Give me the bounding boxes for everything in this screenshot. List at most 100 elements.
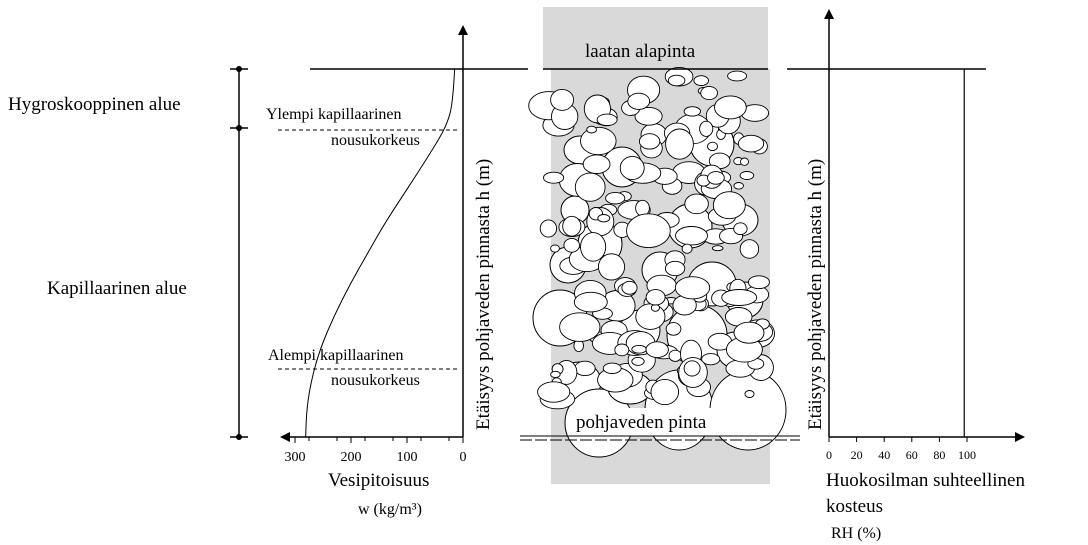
right-y-axis-label: Etäisyys pohjaveden pinnasta h (m) (805, 159, 826, 430)
pebble (562, 215, 582, 237)
zone-dot-top (236, 66, 242, 72)
pebble (539, 219, 558, 238)
right-chart: 0 20 40 60 80 100 (787, 9, 1025, 462)
right-x-label-1: Huokosilman suhteellinen (826, 470, 1025, 491)
groundwater-label-bg (570, 408, 742, 436)
slab-underside (543, 7, 768, 69)
zone-dot-mid (236, 125, 242, 131)
right-x-label-2: kosteus (826, 496, 883, 517)
pebble (634, 106, 663, 126)
left-x-unit: w (kg/m³) (358, 501, 422, 518)
left-tick-label: 300 (285, 450, 306, 465)
pebble (668, 349, 682, 362)
pebble (580, 232, 607, 262)
pebble (602, 362, 622, 374)
right-tick-label: 20 (851, 448, 863, 462)
pebble (700, 85, 718, 101)
pebble (645, 341, 669, 359)
right-tick-label: 100 (958, 448, 976, 462)
left-x-label: Vesipitoisuus (328, 470, 429, 491)
pebble (627, 92, 651, 110)
pebble (621, 280, 638, 295)
pebble (693, 75, 709, 86)
pebble (681, 243, 693, 254)
right-tick-label: 80 (933, 448, 945, 462)
right-tick-label: 40 (878, 448, 890, 462)
pebble (586, 125, 597, 134)
pebble (563, 237, 580, 253)
left-y-axis-label: Etäisyys pohjaveden pinnasta h (m) (473, 159, 494, 430)
pebble (550, 370, 561, 378)
left-tick-label: 100 (397, 450, 418, 465)
pebble (574, 360, 596, 377)
pebble (631, 344, 647, 354)
pebble (683, 360, 701, 377)
pebble (582, 154, 611, 174)
zone-label-capillary: Kapillaarinen alue (47, 278, 187, 299)
pebble (597, 253, 626, 281)
pebble (597, 214, 611, 223)
right-x-unit: RH (%) (831, 525, 881, 542)
left-tick-label: 0 (460, 450, 467, 465)
pebble (684, 193, 709, 215)
pebble (537, 381, 571, 403)
pebble (667, 74, 686, 87)
pebble (727, 70, 748, 82)
pebble (701, 353, 721, 366)
pebble (626, 213, 671, 249)
pebble (638, 133, 661, 150)
pebble (733, 182, 744, 190)
pebble (744, 390, 755, 398)
pebble (559, 312, 601, 342)
pebble (747, 275, 770, 290)
pebble (605, 191, 626, 205)
left-x-ticks: 300 200 100 0 (285, 437, 467, 465)
pebble (674, 276, 711, 300)
water-content-curve (305, 68, 456, 438)
pebble (580, 126, 617, 156)
pebble (721, 289, 758, 306)
pebble (543, 171, 565, 184)
pebble (733, 222, 748, 236)
upper-capillary-label-1: Ylempi kapillaarinen (266, 106, 402, 123)
pebble (550, 88, 575, 111)
lower-capillary-label-2: nousukorkeus (331, 372, 420, 389)
zone-label-hygroscopic: Hygroskooppinen alue (8, 94, 181, 115)
pebble (739, 239, 760, 259)
zone-scale (230, 66, 248, 440)
right-tick-label: 60 (906, 448, 918, 462)
pebble (740, 157, 749, 166)
upper-capillary-label-2: nousukorkeus (331, 132, 420, 149)
soil-column (520, 7, 800, 484)
left-chart: 300 200 100 0 (278, 25, 528, 465)
pebble (733, 321, 765, 344)
zone-dot-bottom (236, 434, 242, 440)
pebble (699, 120, 714, 137)
pebble (675, 226, 708, 246)
right-tick-label: 0 (826, 448, 832, 462)
pebble (664, 260, 686, 277)
slab-label: laatan alapinta (585, 41, 696, 62)
pebble (714, 95, 747, 120)
lower-capillary-label-1: Alempi kapillaarinen (268, 347, 404, 364)
pebble (631, 356, 645, 366)
pebble (596, 113, 618, 126)
pebble (707, 171, 725, 185)
pebble (683, 106, 701, 117)
pebble (550, 244, 560, 253)
left-tick-label: 200 (341, 450, 362, 465)
pebble (739, 171, 755, 180)
pebble (650, 378, 680, 406)
pebble (574, 172, 606, 202)
pebble (737, 134, 765, 153)
pebble (711, 245, 724, 252)
pebble (712, 191, 746, 220)
groundwater-label: pohjaveden pinta (576, 412, 707, 433)
pebble (707, 141, 718, 152)
pebble (635, 303, 666, 330)
pebble (614, 343, 630, 357)
right-x-ticks: 0 20 40 60 80 100 (826, 437, 976, 462)
pebble (665, 128, 694, 160)
